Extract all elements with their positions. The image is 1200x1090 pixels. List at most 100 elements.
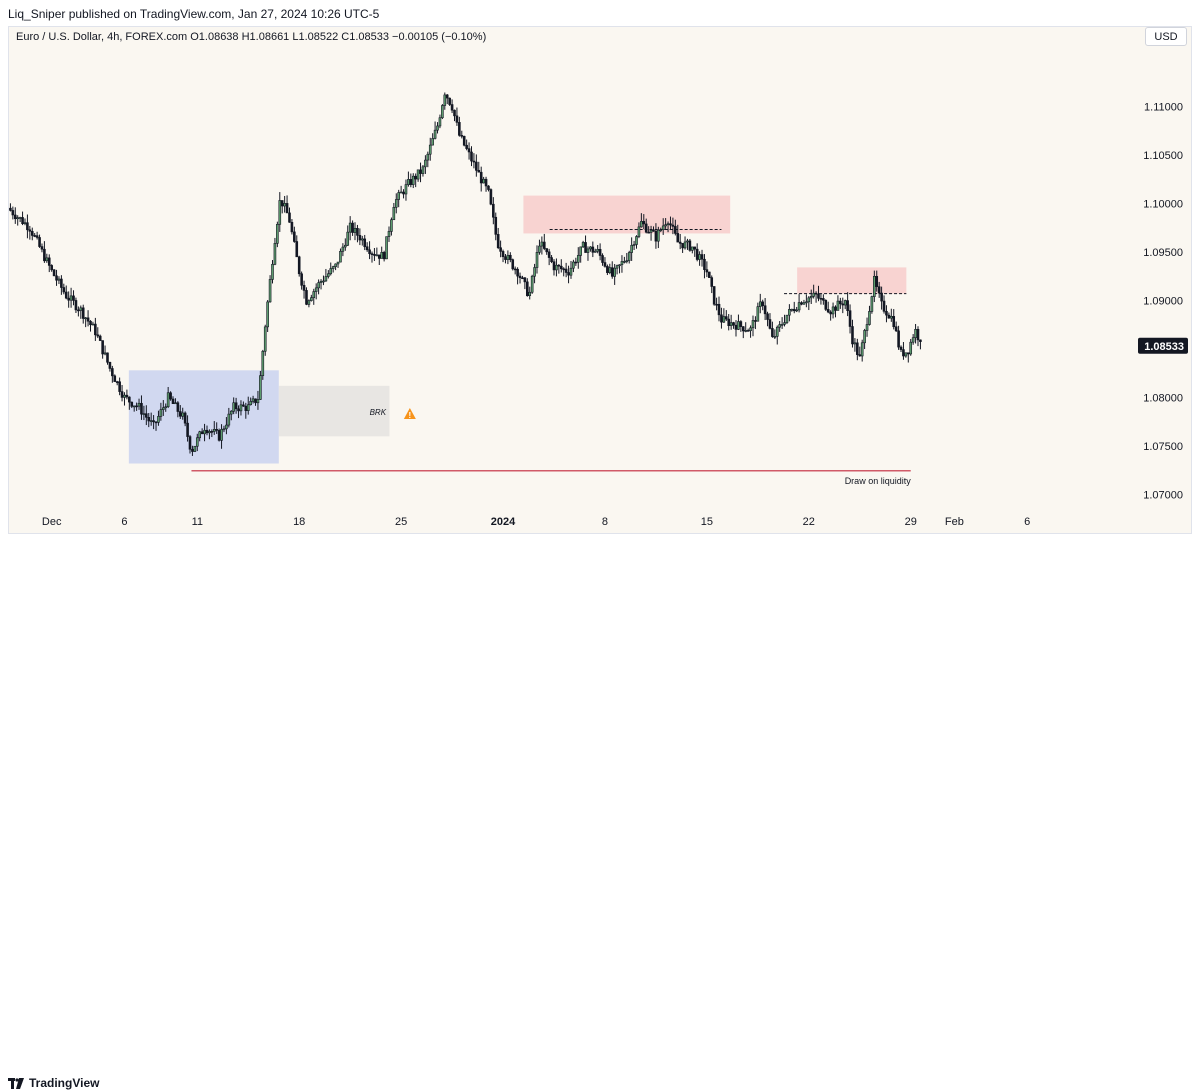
candle-body bbox=[232, 402, 235, 412]
candle-body bbox=[501, 251, 505, 258]
candle bbox=[868, 305, 871, 326]
candle bbox=[348, 216, 352, 241]
candle bbox=[860, 339, 864, 362]
time-axis: Dec 6 11 18 25 2024 8 15 22 29 Feb 6 bbox=[42, 516, 1030, 528]
currency-button[interactable]: USD bbox=[1145, 27, 1187, 46]
candle-body bbox=[494, 216, 498, 235]
candle bbox=[841, 297, 845, 314]
candle-body bbox=[584, 242, 587, 253]
candle bbox=[278, 192, 282, 232]
candle bbox=[812, 284, 815, 299]
candle bbox=[33, 233, 36, 238]
candle-body bbox=[380, 252, 384, 259]
zones-layer bbox=[128, 195, 907, 464]
candle bbox=[902, 342, 905, 360]
candle-body bbox=[276, 224, 279, 244]
candle-body bbox=[518, 275, 522, 279]
candle bbox=[732, 321, 735, 329]
candle-body bbox=[319, 281, 323, 283]
candle-body bbox=[647, 231, 650, 234]
candle-body bbox=[33, 235, 36, 237]
candle bbox=[171, 396, 175, 405]
candle bbox=[579, 246, 582, 263]
candle-body bbox=[443, 94, 447, 106]
supply-zone bbox=[797, 267, 907, 294]
candle-body bbox=[11, 210, 15, 216]
candle bbox=[162, 400, 165, 416]
candle bbox=[322, 275, 325, 286]
candle-body bbox=[174, 402, 177, 405]
candle bbox=[727, 314, 731, 331]
candle bbox=[533, 263, 536, 284]
candle-body bbox=[60, 278, 63, 288]
candle bbox=[494, 212, 498, 241]
candle bbox=[145, 405, 148, 426]
candle bbox=[778, 321, 781, 332]
candle bbox=[86, 310, 90, 327]
candle-body bbox=[193, 445, 197, 452]
candle-body bbox=[242, 404, 245, 407]
candle-body bbox=[700, 254, 704, 260]
draw-on-liquidity-label: Draw on liquidity bbox=[845, 476, 912, 486]
candle-body bbox=[504, 256, 507, 260]
candle bbox=[906, 352, 910, 363]
candle-body bbox=[353, 227, 357, 233]
candle bbox=[851, 319, 854, 348]
candle-body bbox=[737, 321, 740, 330]
candle bbox=[499, 240, 502, 258]
candle-body bbox=[792, 308, 796, 312]
candle-body bbox=[239, 404, 243, 412]
candle-body bbox=[831, 306, 835, 315]
candle bbox=[875, 270, 879, 292]
candle bbox=[484, 176, 488, 192]
candle-body bbox=[147, 417, 151, 422]
candle-body bbox=[489, 189, 493, 205]
candle bbox=[327, 270, 330, 279]
candle bbox=[344, 238, 347, 251]
candle bbox=[501, 249, 505, 263]
candle-body bbox=[579, 246, 582, 256]
candle-body bbox=[263, 326, 267, 352]
candle bbox=[205, 425, 209, 436]
candle bbox=[538, 239, 541, 255]
candle bbox=[722, 308, 726, 323]
candle bbox=[149, 412, 153, 426]
candle bbox=[305, 287, 308, 306]
candle-body bbox=[834, 306, 837, 311]
candle-body bbox=[516, 268, 519, 277]
candle-body bbox=[581, 242, 585, 248]
candle bbox=[130, 401, 134, 409]
candle bbox=[436, 122, 439, 134]
candle-body bbox=[860, 342, 864, 357]
candle bbox=[28, 225, 32, 240]
candle-body bbox=[693, 246, 697, 250]
candle-body bbox=[312, 291, 316, 299]
candle bbox=[47, 254, 51, 273]
candle bbox=[147, 412, 151, 428]
candle bbox=[780, 317, 784, 329]
candle bbox=[882, 295, 886, 314]
candle bbox=[103, 345, 107, 356]
candle bbox=[712, 286, 716, 306]
candle bbox=[623, 256, 626, 264]
candle bbox=[285, 195, 289, 214]
candle-body bbox=[708, 271, 711, 278]
tradingview-logo[interactable]: TradingView bbox=[8, 1076, 99, 1090]
candle-body bbox=[676, 233, 680, 243]
candle-body bbox=[836, 300, 840, 311]
candle-body bbox=[365, 246, 369, 251]
candle bbox=[729, 314, 733, 330]
candle bbox=[426, 151, 430, 168]
candle-body bbox=[576, 255, 580, 263]
candle-body bbox=[128, 396, 131, 403]
candlestick-chart[interactable]: BRK Draw on liquidity! 1.11000 1.10500 1.10… bbox=[0, 0, 1200, 563]
candle bbox=[368, 241, 371, 260]
candle-body bbox=[455, 115, 459, 123]
candle bbox=[863, 328, 866, 350]
candle bbox=[606, 264, 609, 276]
candle-body bbox=[438, 117, 442, 127]
candle bbox=[132, 405, 136, 412]
candle bbox=[788, 304, 791, 322]
candle bbox=[249, 397, 252, 406]
candle-body bbox=[892, 316, 896, 328]
